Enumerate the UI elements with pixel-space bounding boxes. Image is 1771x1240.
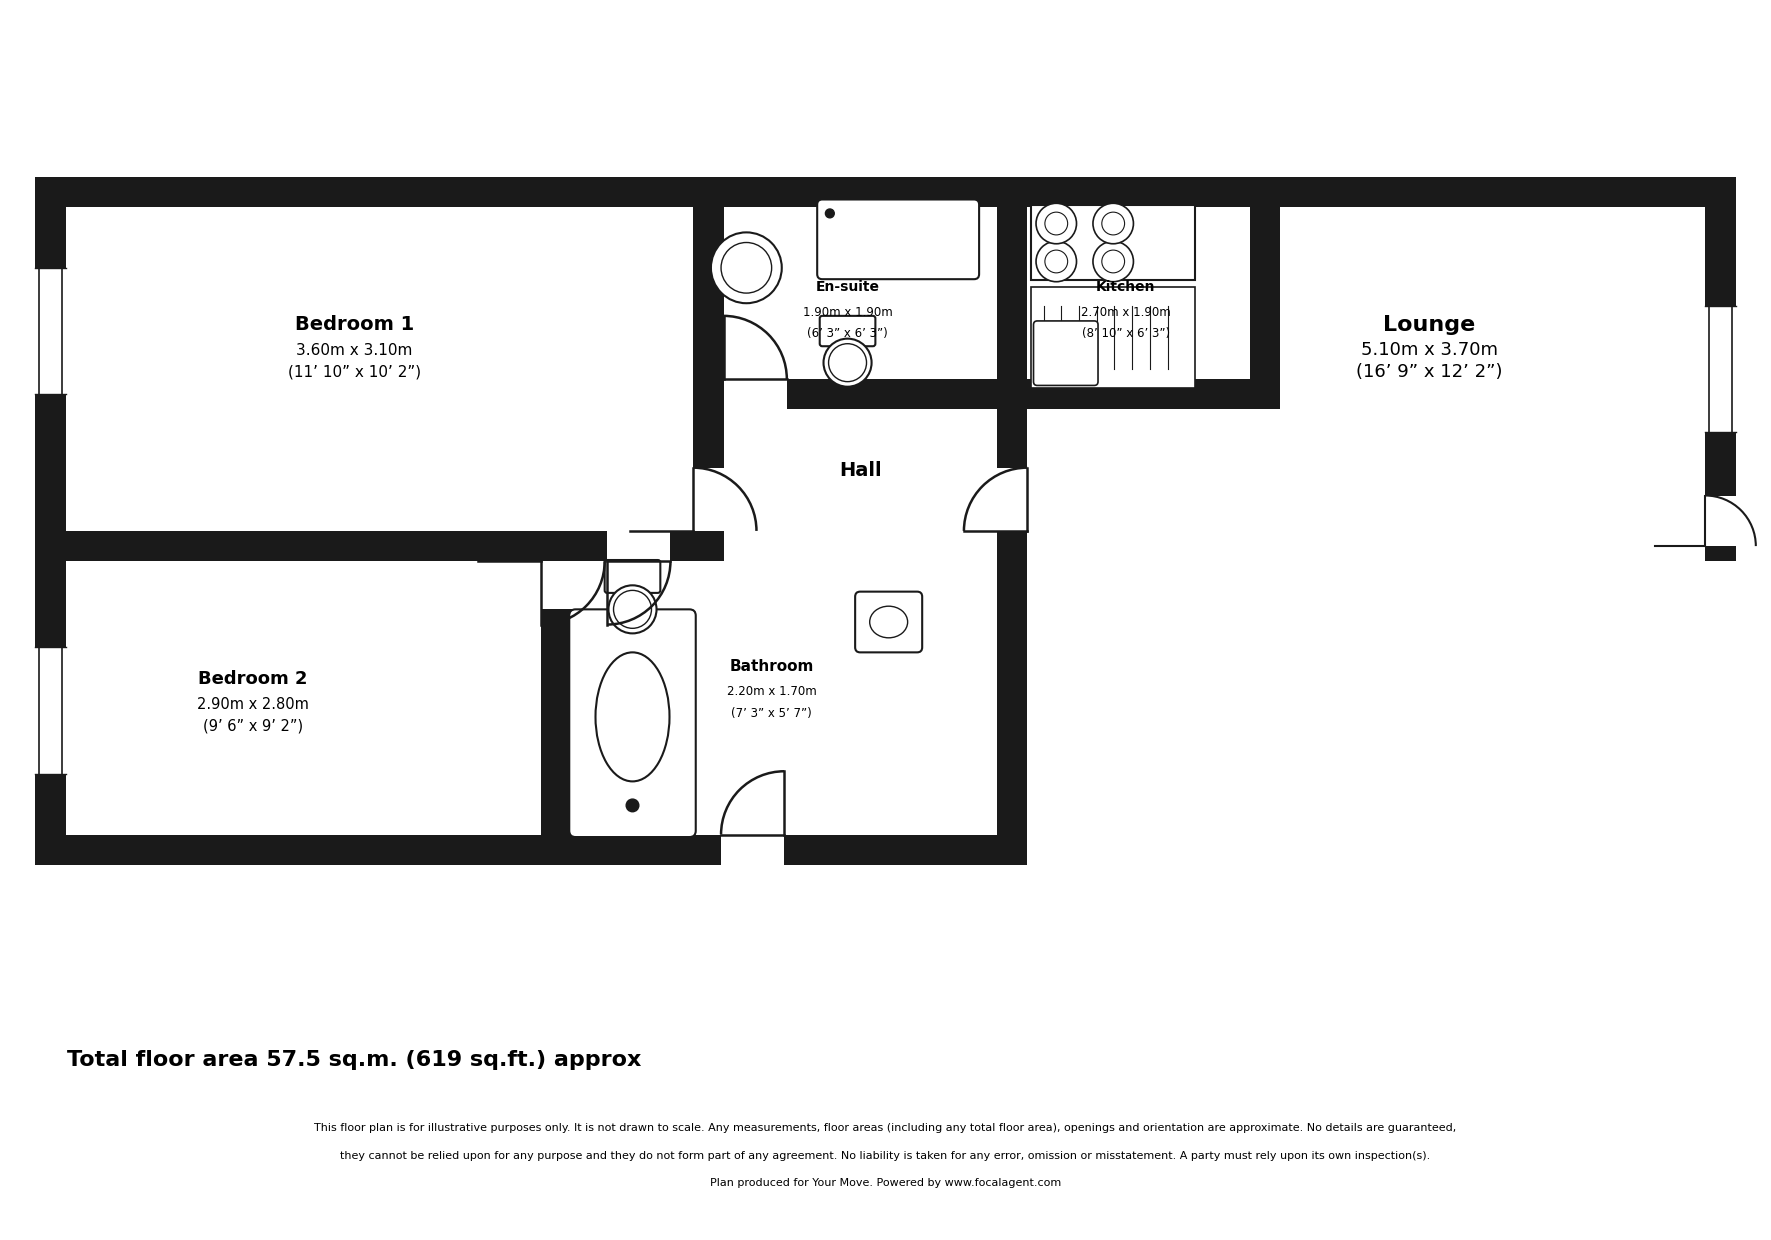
Bar xyxy=(66,562,542,835)
Ellipse shape xyxy=(870,606,907,637)
Text: (7’ 3” x 5’ 7”): (7’ 3” x 5’ 7”) xyxy=(731,707,813,719)
Bar xyxy=(28,268,73,394)
Circle shape xyxy=(1093,203,1133,244)
Bar xyxy=(542,531,572,864)
FancyBboxPatch shape xyxy=(1034,321,1098,386)
Text: (16’ 9” x 12’ 2”): (16’ 9” x 12’ 2”) xyxy=(1357,362,1504,381)
Bar xyxy=(1027,207,1250,379)
Bar xyxy=(66,207,692,531)
Bar xyxy=(1031,205,1195,280)
Text: they cannot be relied upon for any purpose and they do not form part of any agre: they cannot be relied upon for any purpo… xyxy=(340,1151,1431,1161)
Circle shape xyxy=(721,243,772,293)
Bar xyxy=(721,832,785,868)
Text: Plan produced for Your Move. Powered by www.focalagent.com: Plan produced for Your Move. Powered by … xyxy=(710,1178,1061,1188)
Bar xyxy=(994,467,1029,531)
Bar xyxy=(1702,496,1737,546)
Bar xyxy=(997,531,1027,864)
Text: Kitchen: Kitchen xyxy=(1096,280,1156,294)
Text: (9’ 6” x 9’ 2”): (9’ 6” x 9’ 2”) xyxy=(204,718,303,733)
FancyBboxPatch shape xyxy=(568,609,696,837)
Circle shape xyxy=(1036,242,1077,281)
Bar xyxy=(538,562,574,609)
Bar xyxy=(572,562,997,835)
Circle shape xyxy=(1102,212,1125,234)
Bar xyxy=(997,379,1280,409)
Bar xyxy=(1031,286,1195,388)
Bar xyxy=(724,207,997,379)
Text: Total floor area 57.5 sq.m. (619 sq.ft.) approx: Total floor area 57.5 sq.m. (619 sq.ft.)… xyxy=(67,1050,641,1070)
Bar xyxy=(35,177,1736,207)
Text: 3.60m x 3.10m: 3.60m x 3.10m xyxy=(296,342,413,357)
Bar xyxy=(35,531,724,562)
Bar xyxy=(692,379,1027,409)
Ellipse shape xyxy=(613,590,652,629)
Text: Lounge: Lounge xyxy=(1383,315,1475,335)
Circle shape xyxy=(1093,242,1133,281)
Bar xyxy=(724,409,997,531)
Circle shape xyxy=(1045,250,1068,273)
Circle shape xyxy=(825,210,834,218)
FancyBboxPatch shape xyxy=(855,591,923,652)
Text: Bathroom: Bathroom xyxy=(730,658,815,673)
Bar xyxy=(35,177,66,864)
Ellipse shape xyxy=(609,585,657,634)
Bar xyxy=(1698,306,1743,433)
Bar xyxy=(692,177,724,562)
Bar xyxy=(35,835,1027,864)
Ellipse shape xyxy=(595,652,669,781)
Text: En-suite: En-suite xyxy=(816,280,880,294)
Text: (6’ 3” x 6’ 3”): (6’ 3” x 6’ 3”) xyxy=(808,327,887,340)
Circle shape xyxy=(1045,212,1068,234)
Ellipse shape xyxy=(824,339,871,387)
Ellipse shape xyxy=(829,343,866,382)
Bar xyxy=(1027,207,1705,531)
Text: Hall: Hall xyxy=(839,461,882,480)
Bar xyxy=(607,528,671,564)
Text: 5.10m x 3.70m: 5.10m x 3.70m xyxy=(1360,341,1498,360)
FancyBboxPatch shape xyxy=(816,200,979,279)
Bar xyxy=(997,177,1027,562)
Text: Bedroom 1: Bedroom 1 xyxy=(294,315,414,335)
Text: This floor plan is for illustrative purposes only. It is not drawn to scale. Any: This floor plan is for illustrative purp… xyxy=(315,1123,1456,1133)
Text: Bedroom 2: Bedroom 2 xyxy=(198,670,308,688)
FancyBboxPatch shape xyxy=(820,316,875,346)
Text: (11’ 10” x 10’ 2”): (11’ 10” x 10’ 2”) xyxy=(287,365,421,379)
Bar xyxy=(28,647,73,774)
Bar xyxy=(724,377,786,412)
Text: 2.70m x 1.90m: 2.70m x 1.90m xyxy=(1080,305,1171,319)
Bar xyxy=(691,467,726,531)
Text: 2.90m x 2.80m: 2.90m x 2.80m xyxy=(197,697,308,712)
Circle shape xyxy=(1102,250,1125,273)
FancyBboxPatch shape xyxy=(604,560,661,593)
Bar xyxy=(1250,177,1280,409)
Text: 2.20m x 1.70m: 2.20m x 1.70m xyxy=(726,684,816,698)
Circle shape xyxy=(627,799,639,812)
Circle shape xyxy=(710,232,781,304)
Text: (8’ 10” x 6’ 3”): (8’ 10” x 6’ 3”) xyxy=(1082,327,1171,340)
Text: 1.90m x 1.90m: 1.90m x 1.90m xyxy=(802,305,893,319)
Circle shape xyxy=(1036,203,1077,244)
Bar xyxy=(1705,177,1736,562)
